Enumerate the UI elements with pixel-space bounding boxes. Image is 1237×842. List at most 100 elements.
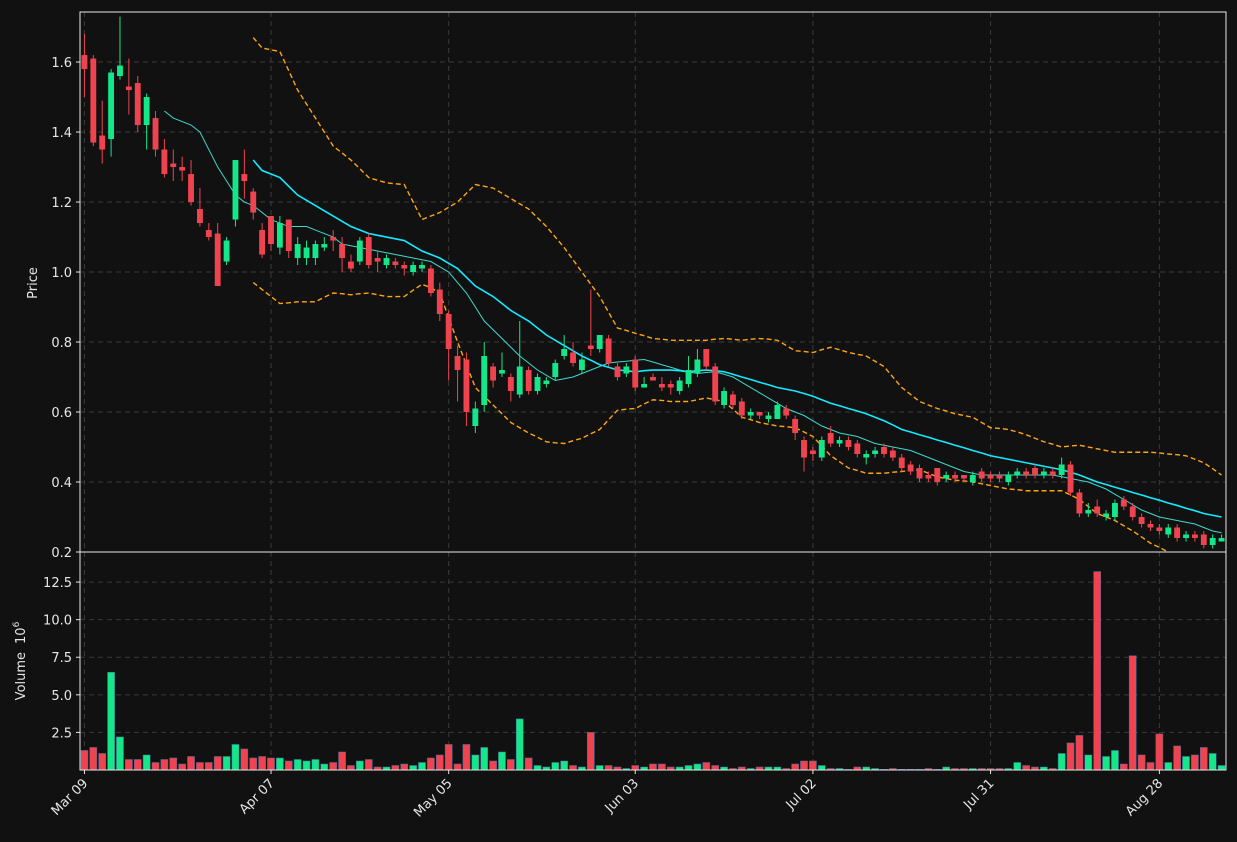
y-tick-label: 5.0	[51, 689, 72, 704]
candle-body	[1209, 538, 1216, 546]
candle-body	[570, 352, 576, 364]
candle-body	[969, 475, 976, 483]
candle-body	[268, 216, 274, 245]
candle-body	[623, 366, 630, 374]
y-tick-label: 10.0	[43, 614, 72, 629]
volume-bar	[498, 751, 506, 771]
candle-body	[1103, 513, 1110, 518]
volume-bar	[560, 760, 568, 771]
candle-body	[525, 370, 532, 392]
volume-bar	[133, 759, 142, 771]
volume-bar	[453, 763, 462, 771]
volume-bar	[515, 718, 524, 771]
panel-frame	[79, 551, 1227, 771]
candle-body	[809, 450, 816, 455]
y-tick-label: 0.8	[51, 336, 72, 351]
candle-body	[348, 261, 354, 269]
candle-body	[383, 258, 390, 266]
candle-body	[285, 219, 292, 252]
candle-body	[1005, 475, 1012, 483]
volume-bar	[391, 765, 400, 771]
volume-bar	[329, 762, 337, 771]
candle-body	[161, 149, 168, 175]
volume-bar	[533, 765, 542, 771]
candle-body	[516, 366, 523, 395]
volume-bar	[809, 760, 817, 771]
candle-body	[259, 230, 266, 255]
volume-bar	[471, 754, 480, 771]
volume-bar	[569, 765, 577, 771]
candle-body	[783, 408, 790, 416]
volume-bar	[684, 765, 693, 771]
volume-bar	[409, 765, 417, 771]
volume-bar	[160, 759, 169, 771]
volume-bar	[418, 762, 426, 771]
candle-body	[934, 468, 941, 483]
candle-body	[356, 240, 363, 262]
volume-bar	[1128, 655, 1137, 771]
candle-body	[365, 237, 372, 266]
volume-bar	[107, 672, 115, 771]
volume-bar	[196, 762, 204, 771]
candle-body	[658, 384, 665, 388]
y-axis-label: Price	[26, 267, 41, 299]
volume-bar	[1120, 763, 1128, 771]
candle-body	[534, 377, 541, 392]
candle-body	[836, 440, 843, 444]
candle-body	[90, 58, 97, 143]
candle-body	[463, 359, 470, 413]
candle-body	[1058, 464, 1065, 476]
volume-bar	[524, 757, 533, 771]
volume-bar	[693, 763, 702, 771]
volume-bar	[1111, 750, 1119, 771]
candle-body	[747, 412, 754, 416]
candle-body	[223, 240, 230, 262]
y-axis-label-text: Volume	[14, 652, 29, 700]
volume-bar	[178, 763, 186, 771]
candle-body	[712, 366, 719, 402]
candle-body	[845, 440, 852, 448]
volume-bar	[293, 759, 302, 771]
candle-body	[125, 86, 132, 91]
candle-body	[232, 160, 239, 220]
candle-body	[916, 468, 923, 479]
y-tick-label: 0.2	[51, 546, 72, 561]
volume-bar	[1102, 756, 1110, 771]
candle-body	[1120, 499, 1127, 507]
candle-body	[650, 377, 656, 381]
candle-body	[641, 384, 648, 388]
volume-bar	[1093, 571, 1101, 771]
candle-body	[303, 247, 310, 259]
volume-bar	[320, 763, 329, 771]
volume-bar	[1164, 762, 1173, 771]
volume-bar	[400, 763, 409, 771]
volume-bar	[142, 754, 151, 771]
candle-body	[1112, 503, 1118, 518]
candle-body	[596, 335, 603, 350]
candle-body	[561, 349, 568, 357]
candle-body	[1138, 517, 1145, 525]
candle-body	[436, 289, 443, 315]
candle-body	[143, 97, 150, 126]
candle-body	[1147, 524, 1154, 528]
candle-body	[250, 191, 257, 213]
y-axis-scale-exponent: 6	[12, 621, 22, 627]
volume-bar	[595, 765, 604, 771]
candle-body	[108, 72, 115, 140]
y-axis-label: Volume 106	[12, 621, 29, 700]
candle-body	[898, 457, 905, 469]
volume-bar	[480, 747, 489, 771]
candle-body	[881, 447, 887, 455]
volume-bar	[356, 760, 364, 771]
volume-bar	[98, 753, 107, 771]
candle-body	[294, 244, 301, 259]
candle-body	[374, 258, 381, 262]
indicator-line	[252, 281, 1171, 552]
volume-bar	[1182, 756, 1190, 771]
candle-body	[818, 440, 825, 458]
candle-body	[738, 401, 745, 416]
candle-body	[1076, 492, 1083, 514]
candle-body	[170, 163, 177, 168]
volume-bar	[435, 754, 444, 771]
volume-bar	[702, 762, 711, 771]
